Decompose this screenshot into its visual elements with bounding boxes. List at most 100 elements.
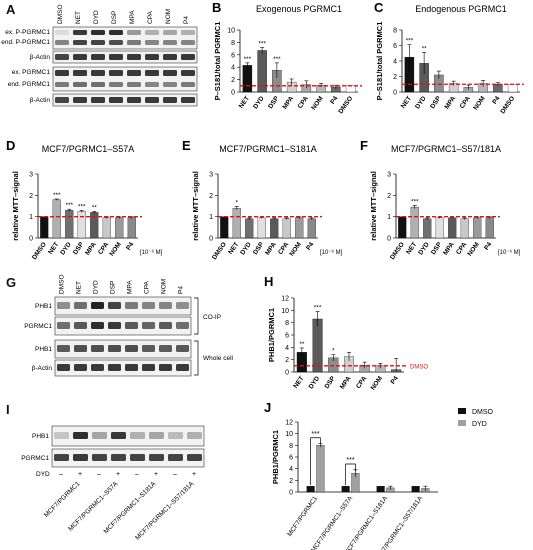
y-tick-label: 0 [289,490,293,497]
legend-label: DYD [472,421,487,428]
band [145,70,159,76]
x-tick-label: DYD [59,241,73,257]
row-label: β-Actin [32,365,53,372]
y-tick-label: 6 [289,455,293,462]
x-tick-label: CPA [297,95,311,110]
x-tick-label: NOM [466,241,480,257]
bar [245,218,254,239]
row-label: ex. P-PGRMC1 [5,29,50,36]
y-axis-label: P–S181/total PGRMC1 [375,22,384,101]
x-tick-label: DSP [72,241,86,257]
y-tick-label: 1 [209,214,213,221]
bar [485,217,494,239]
y-tick-label: 0 [231,90,235,97]
band [109,97,123,103]
lane-label: NOM [161,279,168,294]
significance-stars: *** [311,431,319,438]
significance-stars: *** [244,56,252,63]
band [127,54,141,60]
band [163,40,177,45]
band [108,322,121,329]
x-tick-label: NOM [288,241,302,257]
bar [40,216,49,239]
bar-dmso [376,486,385,493]
lane-label: CPA [144,280,151,294]
significance-bracket [310,437,321,485]
chart-e: E MCF7/PGRMC1–S181A 0 1 2 3 relative MTT–signa… [182,138,343,261]
lane-label: NET [76,281,83,294]
band [159,345,172,352]
band [127,40,141,45]
band [181,30,195,35]
band [181,70,195,76]
western-blot-a: DMSO NET DYD DSP MPA CPA NOM P4 ex. P-PGRMC1 end.… [1,5,198,107]
band [109,54,123,60]
significance-stars: ** [92,204,98,211]
y-tick-label: 6 [285,333,289,340]
legend-label: DMSO [472,409,494,416]
bar [460,218,469,239]
x-tick-label: MPA [84,241,98,257]
chart-b: B Exogenous PGRMC1 0 2 4 6 8 10 P–S181/total PGR… [212,0,362,115]
chart-title: Endogenous PGRMC1 [415,4,507,14]
band [159,302,172,309]
band [55,54,69,60]
band [73,454,88,461]
x-tick-label: DYD [414,95,428,111]
band [54,454,69,461]
treatment-sign: – [97,471,101,478]
band [176,322,189,329]
y-tick-label: 0 [387,236,391,243]
band [168,454,183,461]
band [142,364,155,371]
panel-letter: H [264,274,273,289]
x-tick-label: DMSO [499,95,516,115]
band [57,364,70,371]
band [142,345,155,352]
bar [52,199,61,239]
x-tick-label: NOM [310,95,324,111]
y-tick-label: 10 [227,28,235,35]
blot-box [54,339,192,359]
x-tick-label: NET [400,95,413,110]
x-tick-label: DSP [267,95,281,111]
x-tick-label: NET [47,241,60,256]
significance-stars: *** [411,198,419,205]
band [55,82,69,87]
treatment-label: DYD [36,471,50,478]
row-label: PHB1 [35,303,52,310]
y-axis-label: relative MTT–signal [11,171,20,241]
band [127,70,141,76]
band [108,364,121,371]
bar [232,207,241,239]
lane-label: DYD [93,280,100,294]
bar [312,318,323,373]
band [109,70,123,76]
lane-label: MPA [129,10,136,24]
y-tick-label: 4 [289,466,293,473]
band [176,364,189,371]
band [108,302,121,309]
band [176,345,189,352]
y-tick-label: 12 [281,296,289,303]
band [55,40,69,45]
bar [398,216,407,239]
lane-label: MPA [127,280,134,294]
whole-cell-bracket [194,340,199,376]
band [125,345,138,352]
band [73,40,87,45]
x-tick-label: DSP [252,241,266,257]
bar [242,65,253,93]
lane-label: DSP [110,281,117,294]
band [176,302,189,309]
x-tick-label: NOM [108,241,122,257]
row-label: PHB1 [32,433,49,440]
band [159,364,172,371]
x-tick-label: MPA [444,95,458,111]
band [163,70,177,76]
chart-h: H 0 2 4 6 8 10 12 PHB1/PGRMC1 ** NET *** DYD * DSP MPA C… [264,274,428,392]
treatment-sign: + [116,471,120,478]
y-tick-label: 2 [29,193,33,200]
bar [410,206,419,239]
treatment-sign: – [135,471,139,478]
